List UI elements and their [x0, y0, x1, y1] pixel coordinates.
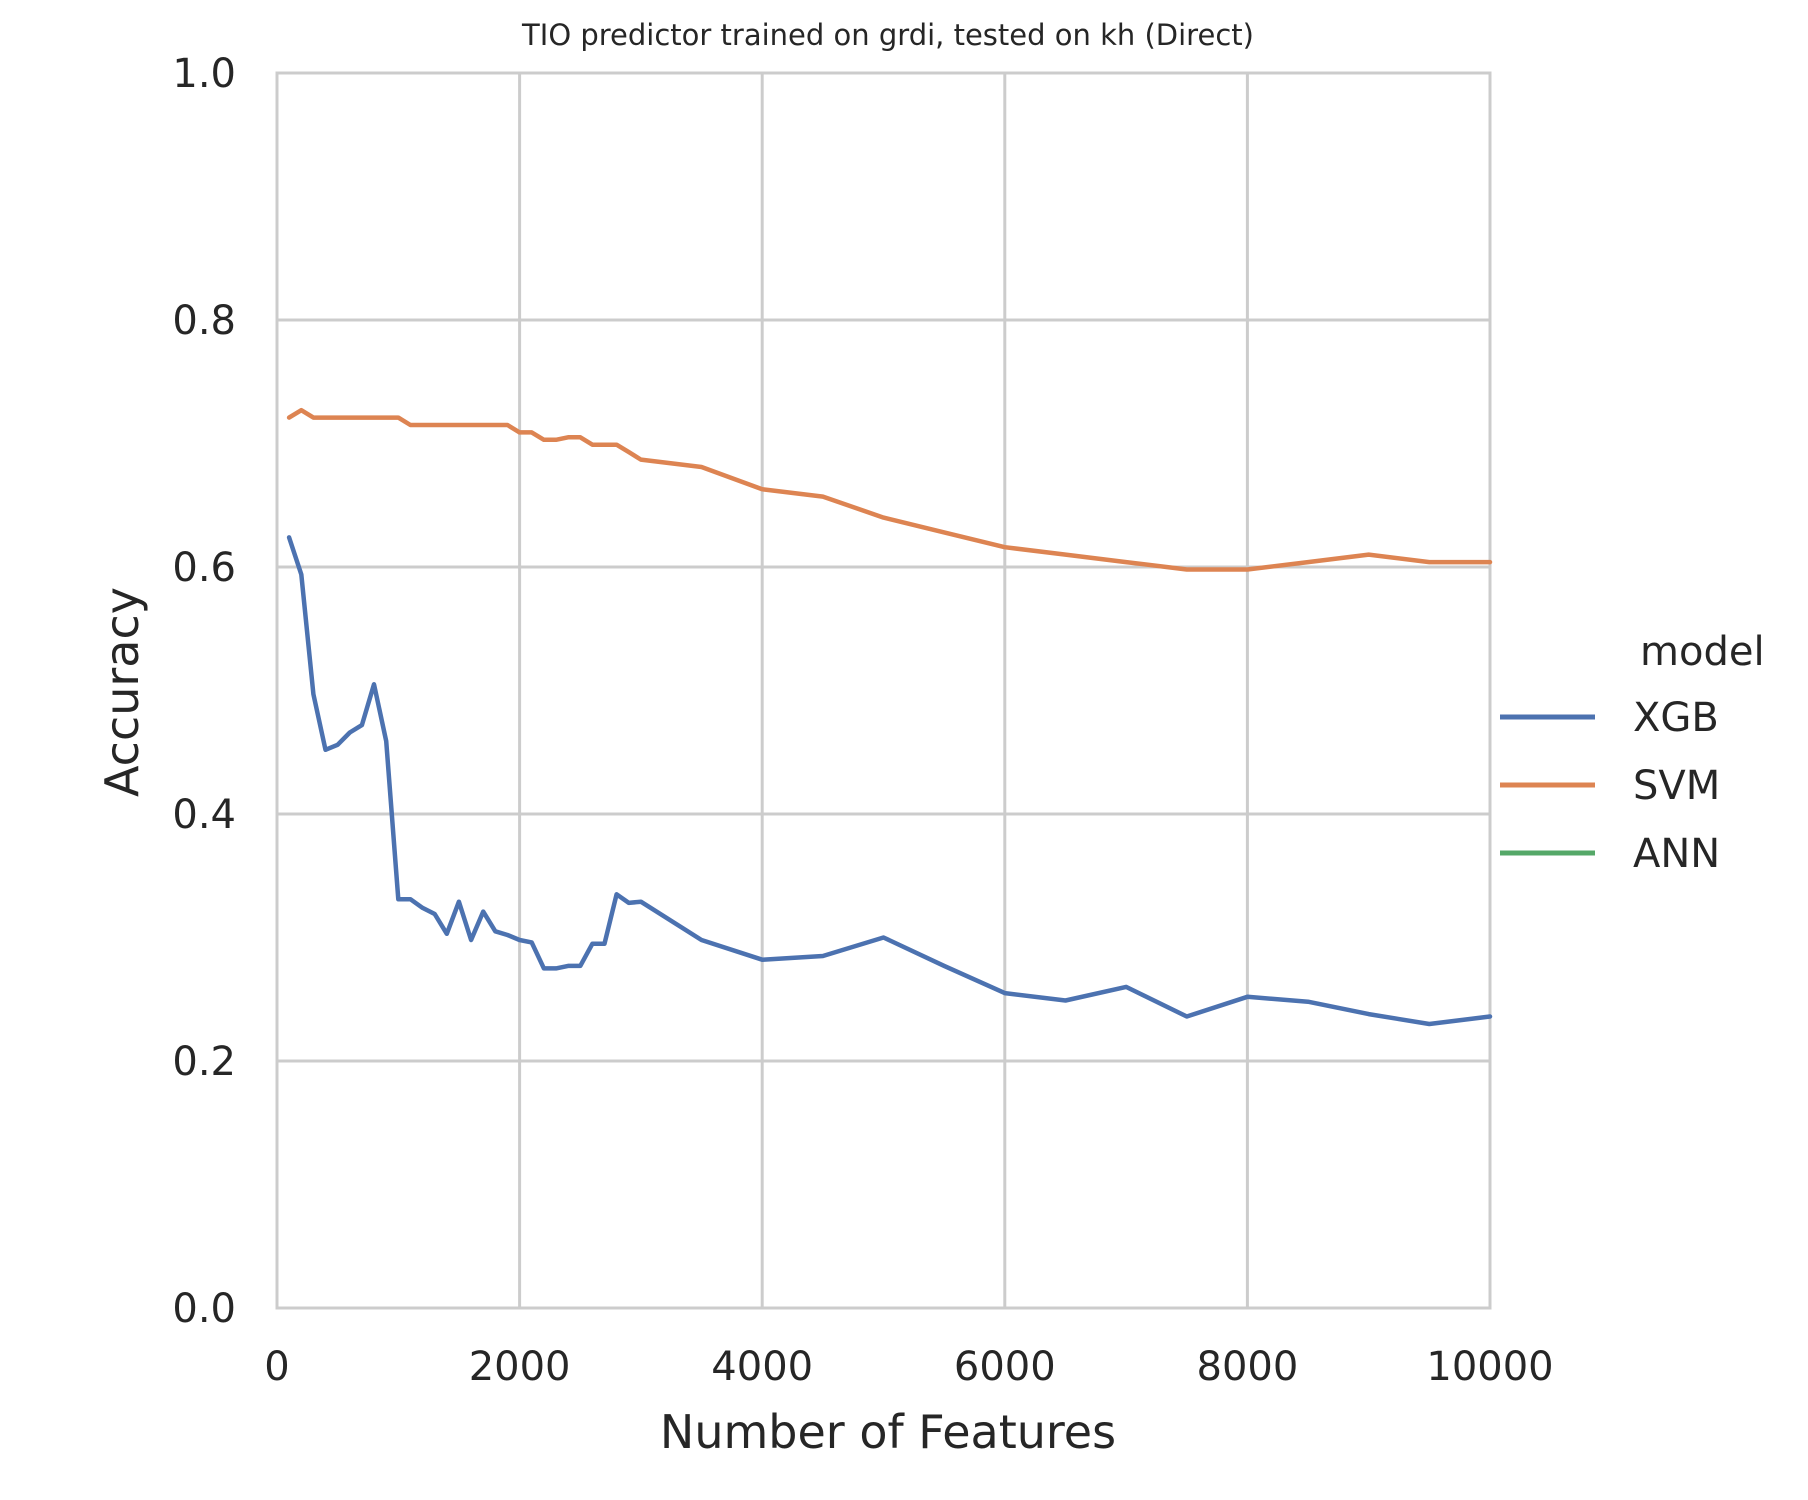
legend-label-xgb: XGB — [1633, 695, 1719, 741]
x-tick-label: 6000 — [954, 1344, 1056, 1390]
x-tick-label: 2000 — [469, 1344, 571, 1390]
legend-label-ann: ANN — [1633, 831, 1720, 877]
gridlines — [275, 71, 1492, 1310]
plot-frame — [275, 71, 1492, 1310]
legend-entries: XGB SVM ANN — [1500, 695, 1720, 877]
y-tick-label: 0.8 — [172, 298, 236, 344]
series-line-svm — [286, 407, 1493, 572]
chart-title: TIO predictor trained on grdi, tested on… — [521, 18, 1254, 52]
series-line-xgb — [286, 535, 1493, 1027]
y-tick-label: 0.0 — [172, 1286, 236, 1332]
y-tick-label: 0.6 — [172, 545, 236, 591]
series-lines — [286, 407, 1493, 1027]
axes-spines — [275, 71, 1492, 1310]
x-tick-label: 0 — [264, 1344, 289, 1390]
legend: model XGB SVM ANN — [1500, 629, 1765, 877]
x-tick-label: 10000 — [1426, 1344, 1553, 1390]
x-tick-label: 4000 — [711, 1344, 813, 1390]
legend-title: model — [1640, 629, 1765, 675]
x-tick-label: 8000 — [1197, 1344, 1299, 1390]
y-tick-label: 0.2 — [172, 1039, 236, 1085]
x-axis-label: Number of Features — [660, 1405, 1116, 1459]
y-axis-label: Accuracy — [95, 587, 149, 797]
y-tick-label: 1.0 — [172, 51, 236, 97]
tick-labels: 0 2000 4000 6000 8000 10000 0.0 0.2 0.4 0.6 0.8 1.0 — [172, 51, 1553, 1390]
legend-label-svm: SVM — [1633, 763, 1720, 809]
y-tick-label: 0.4 — [172, 792, 236, 838]
